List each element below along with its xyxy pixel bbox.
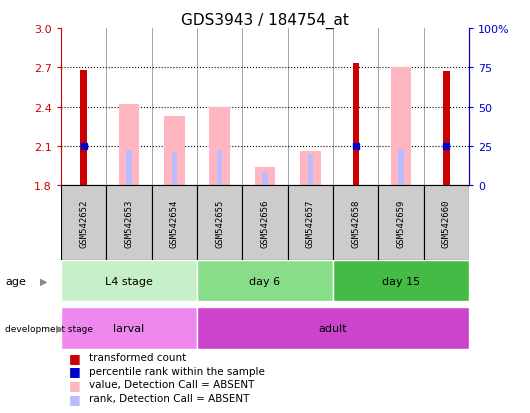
- Text: ■: ■: [69, 378, 81, 391]
- Bar: [61, 260, 197, 301]
- Text: ■: ■: [69, 364, 81, 377]
- Bar: [288, 186, 333, 260]
- Text: GSM542653: GSM542653: [125, 199, 134, 247]
- Bar: [333, 260, 469, 301]
- Text: value, Detection Call = ABSENT: value, Detection Call = ABSENT: [89, 380, 254, 389]
- Text: GSM542652: GSM542652: [79, 199, 88, 247]
- Bar: [61, 186, 107, 260]
- Bar: [391, 68, 411, 186]
- Text: ■: ■: [69, 351, 81, 364]
- Bar: [197, 260, 333, 301]
- Bar: [197, 308, 469, 349]
- Text: GSM542654: GSM542654: [170, 199, 179, 247]
- Bar: [197, 186, 242, 260]
- Text: GSM542657: GSM542657: [306, 199, 315, 247]
- Bar: [255, 168, 275, 186]
- Text: rank, Detection Call = ABSENT: rank, Detection Call = ABSENT: [89, 393, 250, 403]
- Bar: [378, 186, 423, 260]
- Bar: [262, 173, 268, 186]
- Text: L4 stage: L4 stage: [105, 276, 153, 286]
- Bar: [119, 105, 139, 186]
- Bar: [81, 71, 87, 186]
- Text: development stage: development stage: [5, 324, 93, 333]
- Bar: [217, 150, 223, 186]
- Text: GSM542660: GSM542660: [442, 199, 451, 247]
- Bar: [242, 186, 288, 260]
- Text: adult: adult: [319, 323, 347, 333]
- Text: ▶: ▶: [40, 276, 47, 286]
- Bar: [164, 116, 184, 186]
- Text: transformed count: transformed count: [89, 352, 186, 362]
- Bar: [399, 149, 404, 186]
- Text: day 6: day 6: [250, 276, 280, 286]
- Text: GSM542659: GSM542659: [396, 199, 405, 247]
- Bar: [300, 152, 321, 186]
- Bar: [126, 150, 131, 186]
- Text: day 15: day 15: [382, 276, 420, 286]
- Bar: [352, 64, 359, 186]
- Bar: [307, 154, 313, 186]
- Bar: [333, 186, 378, 260]
- Text: GDS3943 / 184754_at: GDS3943 / 184754_at: [181, 12, 349, 28]
- Text: ▶: ▶: [56, 323, 63, 333]
- Text: percentile rank within the sample: percentile rank within the sample: [89, 366, 265, 376]
- Bar: [107, 186, 152, 260]
- Text: GSM542656: GSM542656: [261, 199, 269, 247]
- Text: age: age: [5, 276, 26, 286]
- Text: GSM542658: GSM542658: [351, 199, 360, 247]
- Text: ■: ■: [69, 392, 81, 405]
- Text: GSM542655: GSM542655: [215, 199, 224, 247]
- Bar: [172, 153, 177, 186]
- Bar: [443, 72, 449, 186]
- Bar: [61, 308, 197, 349]
- Text: larval: larval: [113, 323, 145, 333]
- Bar: [423, 186, 469, 260]
- Bar: [209, 107, 230, 186]
- Bar: [152, 186, 197, 260]
